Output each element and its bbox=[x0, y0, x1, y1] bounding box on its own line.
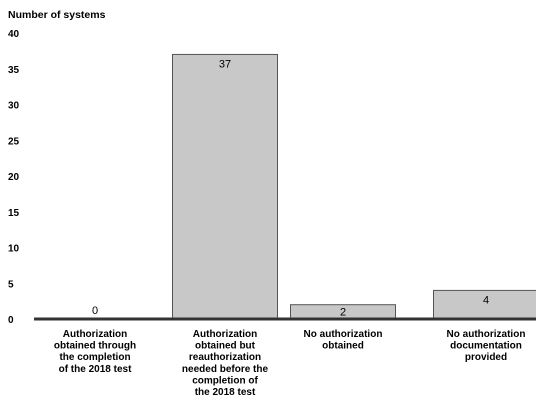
category-label-line: reauthorization bbox=[189, 352, 261, 363]
y-tick-label: 30 bbox=[8, 101, 20, 112]
category-label-line: No authorization bbox=[304, 329, 383, 340]
category-label-line: completion of bbox=[192, 375, 258, 386]
category-label-line: provided bbox=[465, 352, 507, 363]
bar-value-label: 37 bbox=[219, 58, 231, 70]
category-label-line: the completion bbox=[59, 352, 130, 363]
category-label-line: Authorization bbox=[63, 329, 127, 340]
bar bbox=[172, 53, 278, 320]
y-tick-label: 5 bbox=[8, 279, 14, 290]
category-labels: Authorization obtained through the complet… bbox=[54, 329, 526, 398]
bar bbox=[433, 289, 536, 320]
category-label-line: documentation bbox=[450, 341, 522, 352]
y-tick-label: 40 bbox=[8, 29, 20, 40]
y-axis-label: Number of systems bbox=[8, 9, 106, 21]
category-label-line: the 2018 test bbox=[195, 387, 256, 398]
category-label: No authorization documentation provided bbox=[447, 329, 526, 363]
category-label: Authorization obtained but reauthorization… bbox=[182, 329, 269, 398]
category-label: No authorization obtained bbox=[304, 329, 383, 352]
category-label-line: No authorization bbox=[447, 329, 526, 340]
category-label-line: needed before the bbox=[182, 364, 269, 375]
y-tick-label: 15 bbox=[8, 208, 20, 219]
category-label: Authorization obtained through the complet… bbox=[54, 329, 136, 375]
y-axis-ticks: 0 5 10 15 20 25 30 35 40 bbox=[8, 29, 20, 326]
y-tick-label: 20 bbox=[8, 172, 20, 183]
y-tick-label: 25 bbox=[8, 136, 20, 147]
y-tick-label: 10 bbox=[8, 244, 20, 255]
bar-value-label: 0 bbox=[92, 305, 98, 317]
category-label-line: obtained bbox=[322, 341, 364, 352]
y-tick-label: 35 bbox=[8, 65, 20, 76]
category-label-line: obtained but bbox=[195, 341, 256, 352]
y-tick-label: 0 bbox=[8, 315, 14, 326]
category-label-line: Authorization bbox=[193, 329, 257, 340]
value-labels: 0 37 2 4 bbox=[92, 58, 489, 318]
bar-value-label: 4 bbox=[483, 294, 489, 306]
bars bbox=[172, 53, 536, 320]
bar-value-label: 2 bbox=[340, 307, 346, 319]
category-label-line: of the 2018 test bbox=[59, 364, 132, 375]
category-label-line: obtained through bbox=[54, 341, 136, 352]
